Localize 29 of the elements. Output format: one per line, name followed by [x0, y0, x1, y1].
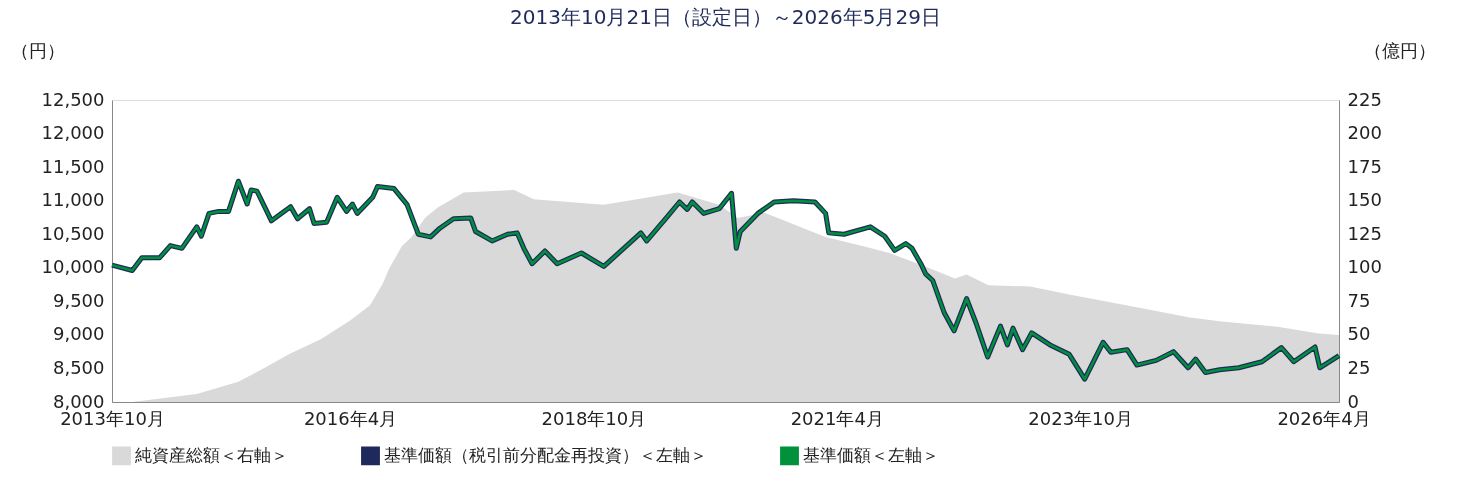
y2-tick-label: 50 — [1347, 323, 1371, 345]
y-tick-label: 12,500 — [41, 88, 105, 110]
y-tick-label: 9,000 — [52, 323, 105, 345]
y2-tick-label: 200 — [1347, 122, 1382, 144]
x-tick-label: 2018年10月 — [541, 407, 647, 429]
y-tick-label: 9,500 — [52, 289, 105, 311]
legend-label: 基準価額（税引前分配金再投資）＜左軸＞ — [384, 444, 707, 465]
x-tick-label: 2021年4月 — [790, 407, 884, 429]
y-tick-label: 10,500 — [41, 222, 105, 244]
y-tick-label: 11,500 — [41, 155, 105, 177]
y2-tick-label: 25 — [1347, 356, 1371, 378]
x-tick-label: 2016年4月 — [303, 407, 398, 429]
y2-tick-label: 225 — [1347, 88, 1382, 110]
y-tick-label: 10,000 — [41, 256, 105, 278]
y2-tick-label: 100 — [1347, 256, 1382, 278]
y-tick-label: 12,000 — [41, 122, 105, 144]
chart-title: 2013年10月21日（設定日）～2026年5月29日 — [510, 5, 941, 29]
y2-tick-label: 175 — [1347, 155, 1382, 177]
y-tick-label: 11,000 — [41, 189, 105, 211]
legend-label: 純資産総額＜右軸＞ — [135, 444, 288, 465]
x-tick-label: 2023年10月 — [1028, 407, 1134, 429]
y2-tick-label: 125 — [1347, 222, 1382, 244]
y2-axis-title: （億円） — [1363, 39, 1436, 61]
legend-label: 基準価額＜左軸＞ — [803, 444, 939, 465]
y2-tick-label: 150 — [1347, 189, 1382, 211]
y-axis-title: （円） — [10, 39, 65, 61]
y2-tick-label: 75 — [1347, 289, 1371, 311]
y-tick-label: 8,000 — [52, 390, 105, 412]
y-tick-label: 8,500 — [52, 356, 105, 378]
